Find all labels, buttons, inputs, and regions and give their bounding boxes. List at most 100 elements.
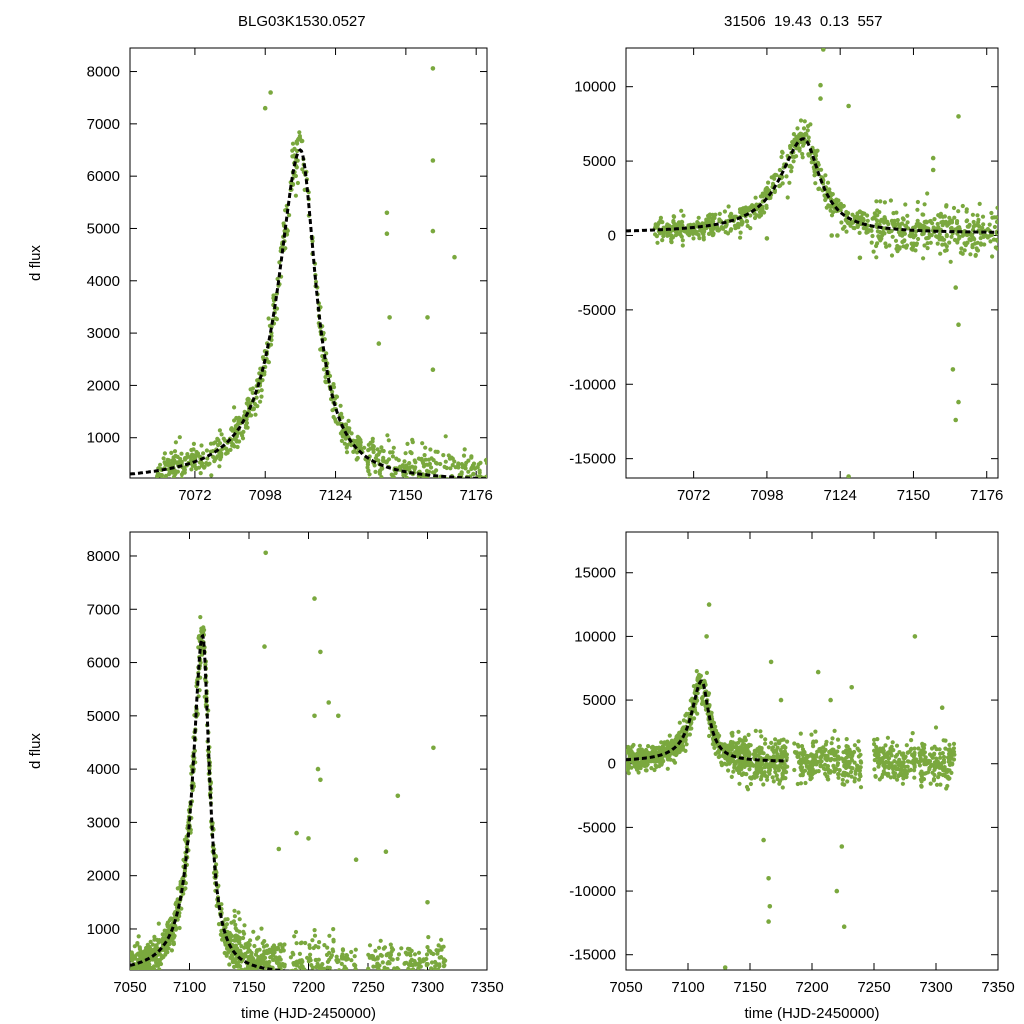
data-point <box>263 971 267 975</box>
data-point <box>917 763 923 768</box>
data-point <box>893 771 898 776</box>
data-point <box>806 152 811 157</box>
data-point <box>990 215 995 220</box>
data-point <box>799 744 805 749</box>
data-point <box>424 487 428 491</box>
data-point <box>441 944 446 949</box>
data-point <box>742 735 748 740</box>
data-point <box>858 785 864 790</box>
data-point <box>904 743 909 748</box>
data-point <box>897 750 902 755</box>
data-point <box>432 470 437 475</box>
data-point <box>432 1002 436 1006</box>
data-point <box>431 971 435 975</box>
data-point <box>195 451 201 456</box>
outlier-point <box>306 836 311 841</box>
data-point <box>396 971 400 975</box>
data-point <box>307 969 309 970</box>
data-point <box>377 469 382 474</box>
data-point <box>957 234 962 239</box>
data-point <box>744 772 749 777</box>
data-point <box>824 739 829 745</box>
outlier-point <box>839 844 845 849</box>
data-point <box>712 745 717 751</box>
data-point <box>282 228 287 234</box>
data-point <box>840 777 845 782</box>
data-point <box>222 950 227 956</box>
data-point <box>639 747 645 752</box>
y-tick-label: 4000 <box>87 273 120 290</box>
data-point <box>941 738 946 743</box>
data-point <box>276 991 280 995</box>
data-point <box>291 952 296 957</box>
data-point <box>424 961 429 967</box>
data-point <box>912 746 917 751</box>
data-point <box>404 971 408 975</box>
data-point <box>780 745 785 750</box>
data-point <box>676 231 681 236</box>
data-point <box>874 255 879 260</box>
data-point <box>637 743 643 748</box>
data-point <box>934 782 940 787</box>
data-point <box>237 951 242 956</box>
data-point <box>201 451 206 456</box>
outlier-point <box>815 669 821 675</box>
data-point <box>140 967 146 970</box>
data-point <box>330 947 335 952</box>
data-point <box>880 746 886 751</box>
data-point <box>672 214 677 219</box>
data-point <box>872 767 877 772</box>
data-point <box>310 965 315 970</box>
data-point <box>371 447 376 452</box>
data-point <box>232 418 237 423</box>
data-point <box>477 468 482 473</box>
data-point <box>775 745 780 750</box>
scatter-points <box>626 602 957 970</box>
data-point <box>248 960 253 965</box>
data-point <box>855 764 861 769</box>
data-point <box>881 763 886 768</box>
data-point <box>816 186 821 192</box>
data-point <box>950 762 955 767</box>
data-point <box>410 482 414 486</box>
data-point <box>394 990 398 994</box>
data-point <box>761 782 766 787</box>
data-point <box>207 461 212 466</box>
data-point <box>323 379 328 384</box>
data-point <box>767 768 772 773</box>
data-point <box>691 236 696 241</box>
data-point <box>940 772 946 778</box>
data-point <box>944 204 949 209</box>
data-point <box>246 397 251 402</box>
data-point <box>856 754 862 759</box>
data-point <box>241 929 246 935</box>
data-point <box>955 240 960 245</box>
data-point <box>771 779 776 784</box>
data-point <box>898 762 904 767</box>
data-point <box>276 971 280 975</box>
data-point <box>300 959 305 964</box>
data-point <box>677 720 682 725</box>
data-point <box>171 941 176 947</box>
data-point <box>302 971 306 975</box>
data-point <box>438 479 442 483</box>
data-point <box>443 507 447 511</box>
data-point <box>376 458 381 463</box>
data-point <box>756 762 761 767</box>
data-point <box>450 463 455 468</box>
data-point <box>461 453 467 458</box>
data-point <box>312 928 317 933</box>
data-point <box>943 746 948 751</box>
data-point <box>254 970 258 974</box>
data-point <box>798 757 804 762</box>
data-point <box>282 991 286 995</box>
data-point <box>896 774 901 779</box>
data-point <box>707 733 712 739</box>
data-point <box>395 976 399 980</box>
data-point <box>795 126 800 131</box>
data-point <box>335 959 340 964</box>
data-point <box>259 394 264 399</box>
data-point <box>429 966 434 970</box>
data-point <box>830 192 835 197</box>
data-point <box>185 481 189 485</box>
